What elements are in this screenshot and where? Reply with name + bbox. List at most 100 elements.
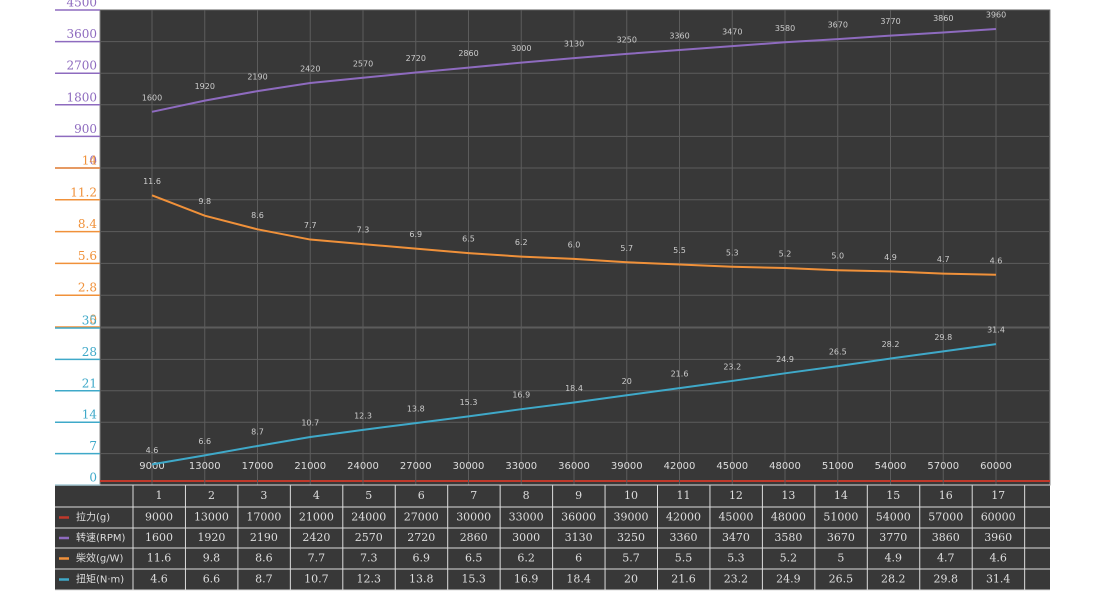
table-header: 14 xyxy=(834,489,848,502)
y-tick-label: 5.6 xyxy=(78,249,97,263)
y-tick-label: 3600 xyxy=(66,27,97,41)
x-tick-label: 21000 xyxy=(294,461,326,472)
table-cell: 13000 xyxy=(194,511,229,524)
x-tick-label: 51000 xyxy=(822,461,854,472)
data-label: 15.3 xyxy=(460,398,478,407)
table-cell: 9000 xyxy=(145,511,173,524)
table-cell: 4.9 xyxy=(885,552,903,565)
table-cell: 12.3 xyxy=(357,573,382,586)
x-tick-label: 39000 xyxy=(611,461,643,472)
data-label: 16.9 xyxy=(512,391,530,400)
y-tick-label: 4500 xyxy=(66,0,97,10)
table-cell: 11.6 xyxy=(147,552,172,565)
table-cell: 13.8 xyxy=(409,573,434,586)
table-cell: 6 xyxy=(575,552,582,565)
y-tick-label: 11.2 xyxy=(70,185,97,199)
x-tick-label: 45000 xyxy=(716,461,748,472)
table-cell: 21000 xyxy=(299,511,334,524)
table-header: 17 xyxy=(991,489,1005,502)
y-tick-label: 0 xyxy=(89,471,97,485)
data-label: 20 xyxy=(622,377,632,386)
data-label: 4.9 xyxy=(884,253,897,262)
data-label: 6.9 xyxy=(409,230,422,239)
table-cell: 24.9 xyxy=(776,573,801,586)
table-cell: 51000 xyxy=(823,511,858,524)
table-cell: 5.5 xyxy=(675,552,693,565)
table-cell: 8.7 xyxy=(255,573,273,586)
data-label: 18.4 xyxy=(565,384,583,393)
table-cell: 5.2 xyxy=(780,552,798,565)
table-header: 5 xyxy=(365,489,372,502)
table-cell: 3770 xyxy=(879,531,907,544)
legend-label: 扭矩(N·m) xyxy=(76,573,124,586)
x-tick-label: 30000 xyxy=(453,461,485,472)
table-cell: 57000 xyxy=(928,511,963,524)
table-cell: 54000 xyxy=(876,511,911,524)
data-label: 3470 xyxy=(722,28,742,37)
data-label: 4.7 xyxy=(937,255,950,264)
table-cell: 5.3 xyxy=(727,552,745,565)
legend-label: 柴效(g/W) xyxy=(76,552,124,565)
y-tick-label: 21 xyxy=(82,376,97,390)
y-tick-label: 0 xyxy=(89,313,97,327)
data-label: 3670 xyxy=(828,21,848,30)
x-tick-label: 13000 xyxy=(189,461,221,472)
x-tick-label: 17000 xyxy=(242,461,274,472)
data-label: 5.3 xyxy=(726,248,739,257)
table-cell: 2860 xyxy=(460,531,488,544)
table-cell: 7.3 xyxy=(360,552,378,565)
table-cell: 4.7 xyxy=(937,552,955,565)
data-label: 29.8 xyxy=(934,333,952,342)
table-cell: 4.6 xyxy=(989,552,1007,565)
data-label: 7.7 xyxy=(304,221,317,230)
data-label: 6.2 xyxy=(515,238,528,247)
table-cell: 10.7 xyxy=(304,573,329,586)
series-line xyxy=(151,343,997,466)
table-header: 10 xyxy=(624,489,638,502)
x-tick-label: 54000 xyxy=(875,461,907,472)
table-cell: 5 xyxy=(837,552,844,565)
table-cell: 17000 xyxy=(246,511,281,524)
table-header: 16 xyxy=(939,489,953,502)
table-cell: 3960 xyxy=(984,531,1012,544)
y-tick-label: 2.8 xyxy=(78,281,97,295)
y-tick-label: 8.4 xyxy=(78,217,97,231)
x-tick-label: 60000 xyxy=(980,461,1012,472)
x-tick-label: 57000 xyxy=(927,461,959,472)
y-tick-label: 0 xyxy=(89,154,97,168)
table-cell: 3470 xyxy=(722,531,750,544)
data-label: 3000 xyxy=(511,44,531,53)
table-header: 15 xyxy=(886,489,900,502)
table-cell: 1920 xyxy=(197,531,225,544)
y-tick-label: 35 xyxy=(82,314,97,328)
table-cell: 3250 xyxy=(617,531,645,544)
legend-label: 转速(RPM) xyxy=(76,531,126,544)
table-cell: 2570 xyxy=(355,531,383,544)
series-line xyxy=(151,194,997,276)
table-cell: 3130 xyxy=(565,531,593,544)
table-header: 12 xyxy=(729,489,743,502)
data-label: 28.2 xyxy=(882,340,900,349)
data-label: 23.2 xyxy=(723,362,741,371)
table-cell: 42000 xyxy=(666,511,701,524)
data-label: 5.5 xyxy=(673,246,686,255)
table-cell: 27000 xyxy=(404,511,439,524)
x-tick-label: 24000 xyxy=(347,461,379,472)
data-label: 31.4 xyxy=(987,326,1005,335)
table-cell: 6.5 xyxy=(465,552,483,565)
table-cell: 9.8 xyxy=(203,552,221,565)
table-header: 1 xyxy=(156,489,163,502)
table-cell: 6.6 xyxy=(203,573,221,586)
table-cell: 3860 xyxy=(932,531,960,544)
data-label: 1600 xyxy=(142,93,162,102)
data-label: 3770 xyxy=(880,17,900,26)
data-label: 5.0 xyxy=(831,252,844,261)
x-tick-label: 48000 xyxy=(769,461,801,472)
data-label: 5.2 xyxy=(779,249,792,258)
table-cell: 5.7 xyxy=(622,552,640,565)
table-cell: 3580 xyxy=(774,531,802,544)
table-cell: 33000 xyxy=(509,511,544,524)
table-cell: 6.2 xyxy=(517,552,535,565)
